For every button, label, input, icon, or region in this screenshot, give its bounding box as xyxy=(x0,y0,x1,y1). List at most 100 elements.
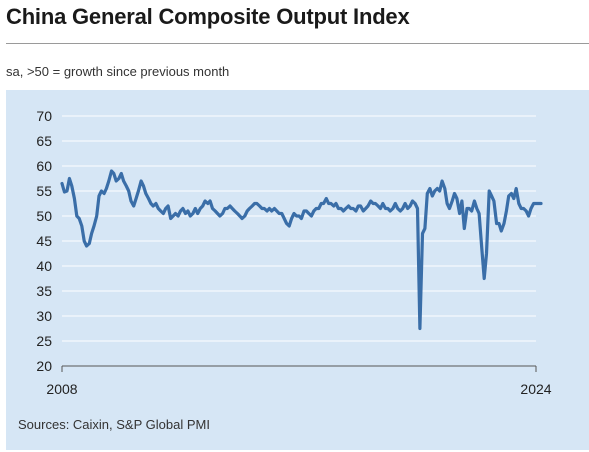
y-tick-label: 70 xyxy=(36,108,52,124)
data-point xyxy=(164,207,167,210)
data-point xyxy=(359,205,362,208)
data-point xyxy=(189,215,192,218)
data-point xyxy=(187,210,190,213)
data-point xyxy=(429,187,432,190)
data-point xyxy=(298,215,301,218)
data-point xyxy=(517,202,520,205)
data-point xyxy=(263,207,266,210)
data-point xyxy=(224,207,227,210)
data-point xyxy=(535,202,538,205)
data-point xyxy=(100,190,103,193)
data-point xyxy=(233,210,236,213)
data-point xyxy=(273,207,276,210)
data-point xyxy=(364,207,367,210)
data-point xyxy=(431,195,434,198)
data-point xyxy=(409,205,412,208)
data-point xyxy=(530,207,533,210)
data-point xyxy=(463,227,466,230)
data-point xyxy=(182,207,185,210)
data-point xyxy=(387,207,390,210)
data-point xyxy=(196,212,199,215)
data-point xyxy=(295,215,298,218)
data-point xyxy=(436,187,439,190)
data-point xyxy=(389,210,392,213)
data-point xyxy=(70,185,73,188)
data-point xyxy=(367,205,370,208)
data-point xyxy=(162,212,165,215)
data-point xyxy=(332,205,335,208)
y-tick-label: 45 xyxy=(36,233,52,249)
data-point xyxy=(401,207,404,210)
data-point xyxy=(177,215,180,218)
data-point xyxy=(167,205,170,208)
data-point xyxy=(384,207,387,210)
data-point xyxy=(495,222,498,225)
data-point xyxy=(214,210,217,213)
data-point xyxy=(88,242,91,245)
data-point xyxy=(310,215,313,218)
data-point xyxy=(392,207,395,210)
data-point xyxy=(483,277,486,280)
data-point xyxy=(256,202,259,205)
data-point xyxy=(63,191,66,194)
data-point xyxy=(355,210,358,213)
data-point xyxy=(221,212,224,215)
data-point xyxy=(68,177,71,180)
data-point xyxy=(144,192,147,195)
data-point xyxy=(512,197,515,200)
data-point xyxy=(305,210,308,213)
data-point xyxy=(243,215,246,218)
data-point xyxy=(532,202,535,205)
series-line xyxy=(60,169,543,331)
data-point xyxy=(194,207,197,210)
data-point xyxy=(132,205,135,208)
data-point xyxy=(73,197,76,200)
y-tick-label: 60 xyxy=(36,158,52,174)
data-point xyxy=(322,202,325,205)
data-point xyxy=(278,212,281,215)
data-point xyxy=(169,217,172,220)
data-point xyxy=(525,210,528,213)
data-point xyxy=(127,190,130,193)
data-point xyxy=(157,207,160,210)
data-point xyxy=(231,207,234,210)
data-point xyxy=(83,240,86,243)
data-point xyxy=(122,180,125,183)
data-point xyxy=(159,210,162,213)
data-point xyxy=(503,222,506,225)
data-point xyxy=(290,217,293,220)
data-point xyxy=(485,252,488,255)
data-point xyxy=(209,200,212,203)
data-point xyxy=(219,215,222,218)
y-tick-label: 25 xyxy=(36,333,52,349)
data-point xyxy=(344,207,347,210)
data-point xyxy=(172,215,175,218)
data-point xyxy=(280,212,283,215)
data-point xyxy=(90,232,93,235)
data-point xyxy=(330,202,333,205)
x-tick-label: 2024 xyxy=(520,381,551,397)
title-divider xyxy=(6,43,589,44)
data-point xyxy=(347,205,350,208)
data-point xyxy=(337,207,340,210)
data-point xyxy=(498,222,501,225)
data-point xyxy=(110,170,113,173)
data-point xyxy=(130,200,133,203)
data-point xyxy=(174,212,177,215)
data-point xyxy=(411,200,414,203)
chart-subtitle: sa, >50 = growth since previous month xyxy=(6,64,230,79)
data-point xyxy=(201,205,204,208)
data-point xyxy=(453,192,456,195)
data-point xyxy=(540,202,543,205)
data-point xyxy=(433,190,436,193)
data-point xyxy=(103,192,106,195)
data-point xyxy=(438,190,441,193)
data-point xyxy=(458,212,461,215)
data-point xyxy=(394,202,397,205)
data-point xyxy=(179,210,182,213)
data-point xyxy=(120,172,123,175)
y-tick-label: 65 xyxy=(36,133,52,149)
data-point xyxy=(93,225,96,228)
data-point xyxy=(312,210,315,213)
data-point xyxy=(105,187,108,190)
